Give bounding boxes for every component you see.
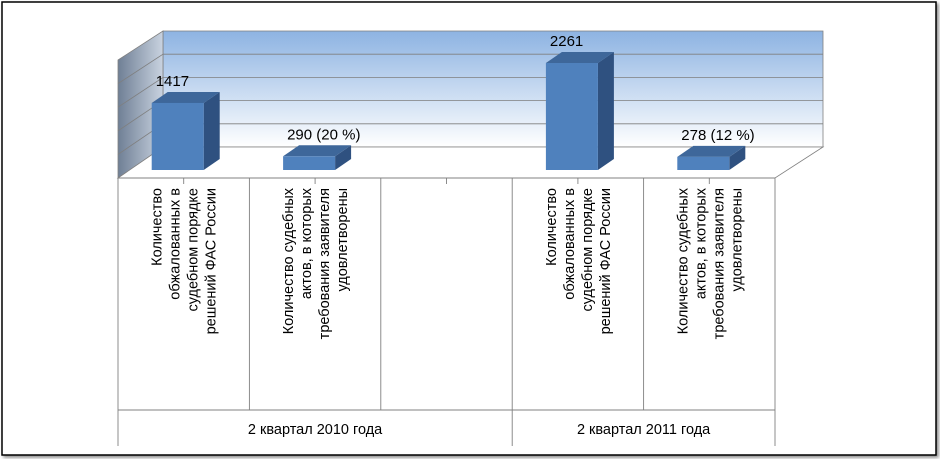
category-label-line: актов, в которых (299, 187, 315, 299)
category-label: Количество обжалованных в судебном порядке… (544, 188, 614, 335)
value-label: 2261 (550, 33, 583, 50)
category-label-line: удовлетворены (335, 188, 351, 292)
category-label: Количество судебных актов, в которых требо… (675, 187, 745, 339)
bar-front (677, 156, 730, 170)
bar-side (335, 145, 352, 170)
bar-front (545, 63, 598, 170)
category-label-line: Количество судебных (675, 187, 691, 334)
category-label-line: обжалованных в (562, 188, 578, 300)
bar-front (283, 156, 336, 170)
category-label-line: судебном порядке (186, 188, 202, 311)
bar-top (545, 52, 614, 63)
plot-area: 1417 290 (20 %) 2261 278 (12 %) (116, 30, 825, 179)
category-label-line: Количество судебных (281, 187, 297, 334)
bar (151, 91, 220, 170)
category-label: Количество судебных актов, в которых требо… (281, 187, 351, 339)
gridlines (117, 53, 823, 155)
gridline (117, 77, 164, 108)
category-label-line: решений ФАС России (598, 188, 614, 334)
gridline (117, 53, 164, 84)
bar-top (283, 145, 352, 157)
value-label: 278 (12 %) (681, 127, 754, 144)
category-label-line: судебном порядке (580, 188, 596, 311)
bar-top (677, 145, 746, 157)
category-label-line: решений ФАС России (204, 188, 220, 334)
bar (545, 52, 614, 170)
category-label-line: обжалованных в (168, 188, 184, 300)
bar (283, 145, 352, 170)
bar-front (151, 102, 204, 170)
category-axis-table: Количество обжалованных в судебном порядке… (117, 177, 776, 446)
category-label-line: Количество (150, 188, 166, 266)
bar-side (597, 52, 614, 170)
group-label: 2 квартал 2010 года (248, 422, 383, 438)
category-label-line: актов, в которых (693, 187, 709, 299)
bar-side (203, 91, 220, 170)
bar-top (151, 91, 220, 103)
category-label-line: удовлетворены (729, 188, 745, 292)
value-labels: 1417 290 (20 %) 2261 278 (12 %) (156, 33, 755, 144)
category-label-line: требования заявителя (317, 188, 333, 339)
value-label: 1417 (156, 73, 189, 90)
bars (151, 52, 746, 170)
group-label: 2 квартал 2011 года (577, 422, 711, 438)
category-label-line: требования заявителя (711, 188, 727, 339)
category-label-line: Количество (544, 188, 560, 266)
bar-side (729, 145, 746, 170)
category-label: Количество обжалованных в судебном порядке… (150, 188, 220, 335)
bar (677, 145, 746, 170)
value-label: 290 (20 %) (287, 126, 360, 143)
